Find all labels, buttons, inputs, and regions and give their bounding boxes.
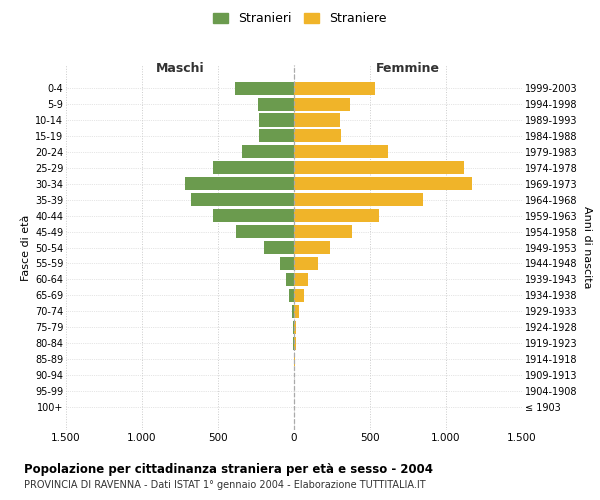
Bar bbox=[294, 146, 388, 158]
Text: Maschi: Maschi bbox=[155, 62, 205, 76]
Text: Popolazione per cittadinanza straniera per età e sesso - 2004: Popolazione per cittadinanza straniera p… bbox=[24, 462, 433, 475]
Bar bbox=[294, 98, 350, 110]
Bar bbox=[294, 162, 464, 174]
Bar bbox=[263, 241, 294, 254]
Bar bbox=[294, 193, 423, 206]
Bar bbox=[294, 177, 472, 190]
Bar bbox=[294, 130, 341, 142]
Y-axis label: Anni di nascita: Anni di nascita bbox=[581, 206, 592, 289]
Bar bbox=[280, 257, 294, 270]
Bar bbox=[292, 304, 294, 318]
Bar bbox=[294, 82, 374, 94]
Bar bbox=[257, 98, 294, 110]
Bar bbox=[214, 209, 294, 222]
Bar bbox=[294, 336, 296, 349]
Bar bbox=[242, 146, 294, 158]
Bar bbox=[289, 289, 294, 302]
Bar bbox=[259, 130, 294, 142]
Bar bbox=[294, 209, 379, 222]
Bar bbox=[214, 162, 294, 174]
Bar bbox=[286, 273, 294, 286]
Bar bbox=[294, 273, 308, 286]
Bar bbox=[236, 225, 294, 238]
Bar bbox=[294, 304, 299, 318]
Bar bbox=[294, 225, 352, 238]
Bar bbox=[293, 336, 294, 349]
Bar bbox=[293, 320, 294, 334]
Bar bbox=[259, 114, 294, 126]
Text: Femmine: Femmine bbox=[376, 62, 440, 76]
Legend: Stranieri, Straniere: Stranieri, Straniere bbox=[208, 7, 392, 30]
Bar bbox=[294, 241, 331, 254]
Bar bbox=[191, 193, 294, 206]
Bar bbox=[294, 320, 296, 334]
Bar bbox=[294, 257, 317, 270]
Bar bbox=[185, 177, 294, 190]
Bar bbox=[294, 289, 304, 302]
Y-axis label: Fasce di età: Fasce di età bbox=[20, 214, 31, 280]
Bar bbox=[235, 82, 294, 94]
Text: PROVINCIA DI RAVENNA - Dati ISTAT 1° gennaio 2004 - Elaborazione TUTTITALIA.IT: PROVINCIA DI RAVENNA - Dati ISTAT 1° gen… bbox=[24, 480, 425, 490]
Bar bbox=[294, 352, 295, 366]
Bar bbox=[294, 114, 340, 126]
